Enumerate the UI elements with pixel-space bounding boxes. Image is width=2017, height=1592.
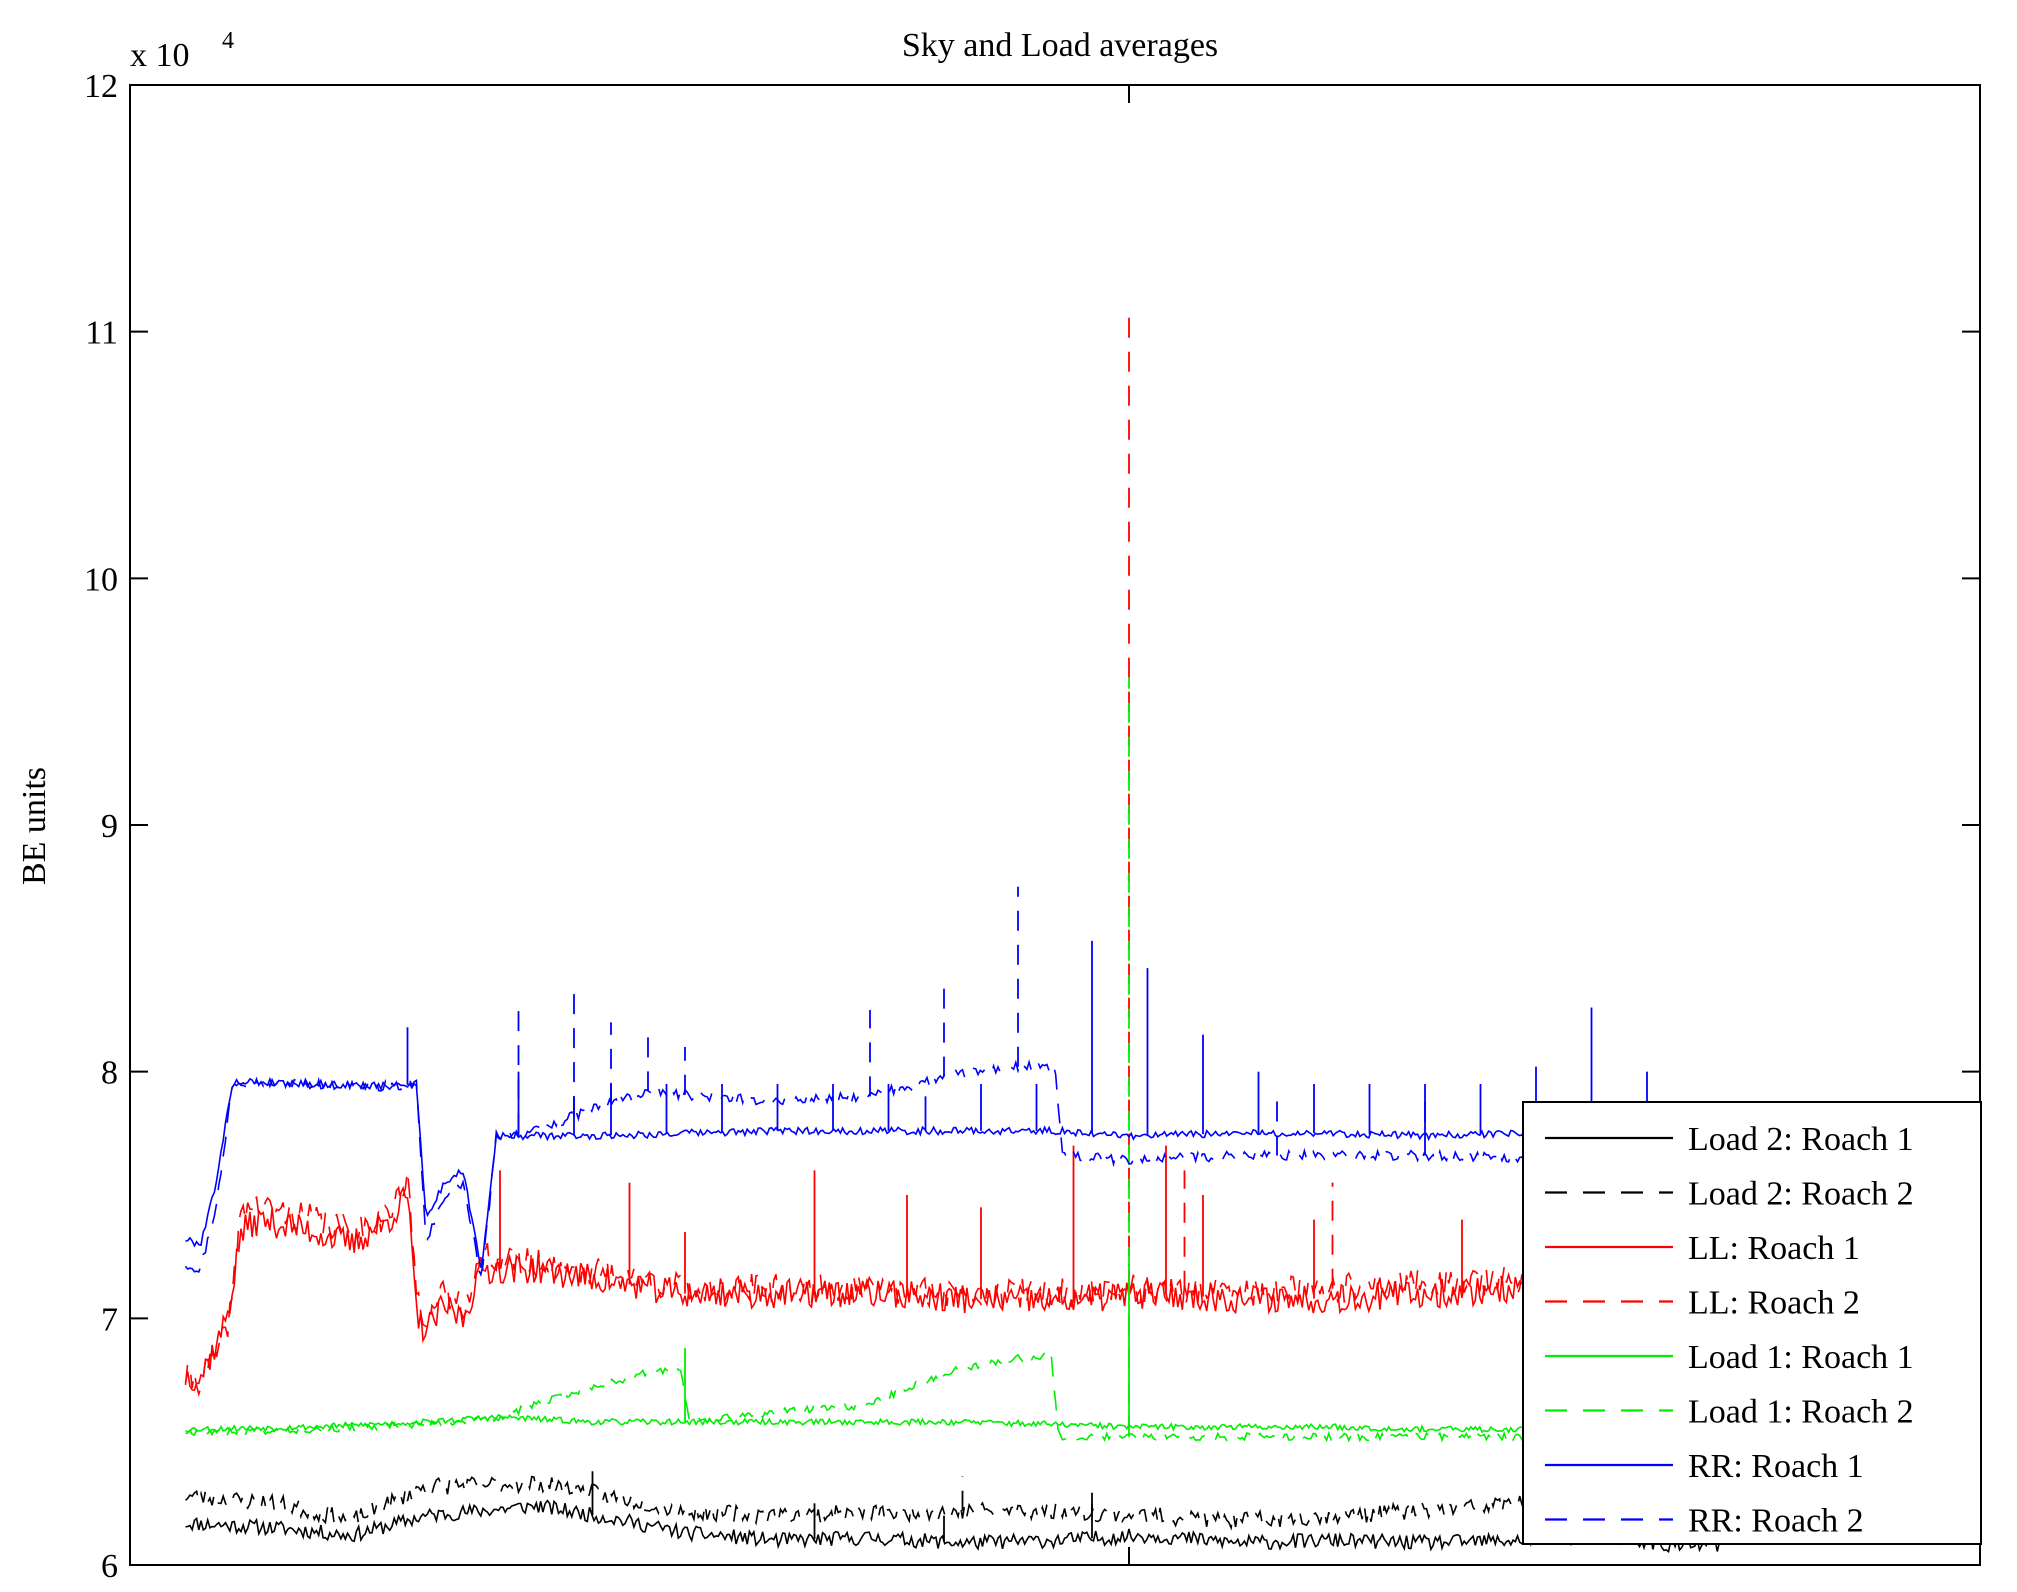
chart-title: Sky and Load averages <box>902 27 1218 64</box>
y-tick-label: 6 <box>101 1548 118 1585</box>
legend-label: Load 1: Roach 1 <box>1688 1339 1914 1376</box>
y-tick-label: 11 <box>85 315 118 352</box>
y-exponent-label: x 10 <box>130 37 190 74</box>
series-layer <box>184 311 1721 1553</box>
y-tick-label: 8 <box>101 1055 118 1092</box>
axis-layer: 6 7 8 9 10 11 12 <box>84 68 1980 1585</box>
y-tick-label: 12 <box>84 68 118 105</box>
legend-label: RR: Roach 1 <box>1688 1448 1864 1485</box>
legend-label: RR: Roach 2 <box>1688 1503 1864 1540</box>
legend-label: Load 1: Roach 2 <box>1688 1394 1914 1431</box>
legend: Load 2: Roach 1 Load 2: Roach 2 LL: Roach … <box>1522 1101 1982 1545</box>
series-line-6 <box>185 1351 1721 1443</box>
legend-label: Load 2: Roach 1 <box>1688 1121 1914 1158</box>
series-line-2 <box>184 1475 1721 1531</box>
y-tick-label: 10 <box>84 561 118 598</box>
legend-box <box>1522 1101 1982 1545</box>
plot-area: 6 7 8 9 10 11 12 <box>84 68 1981 1585</box>
legend-label: LL: Roach 1 <box>1688 1230 1860 1267</box>
y-exponent-power: 4 <box>222 28 234 54</box>
legend-label: Load 2: Roach 2 <box>1688 1176 1914 1213</box>
legend-label: LL: Roach 2 <box>1688 1285 1860 1322</box>
series-line-1 <box>185 1499 1721 1553</box>
series-line-5 <box>185 1413 1720 1435</box>
series-line-7 <box>185 1076 1721 1268</box>
series-line-8 <box>184 1059 1721 1277</box>
y-tick-label: 9 <box>101 808 118 845</box>
y-tick-label: 7 <box>101 1301 118 1338</box>
series-line-4 <box>184 1170 1721 1397</box>
y-axis-label: BE units <box>16 767 53 885</box>
